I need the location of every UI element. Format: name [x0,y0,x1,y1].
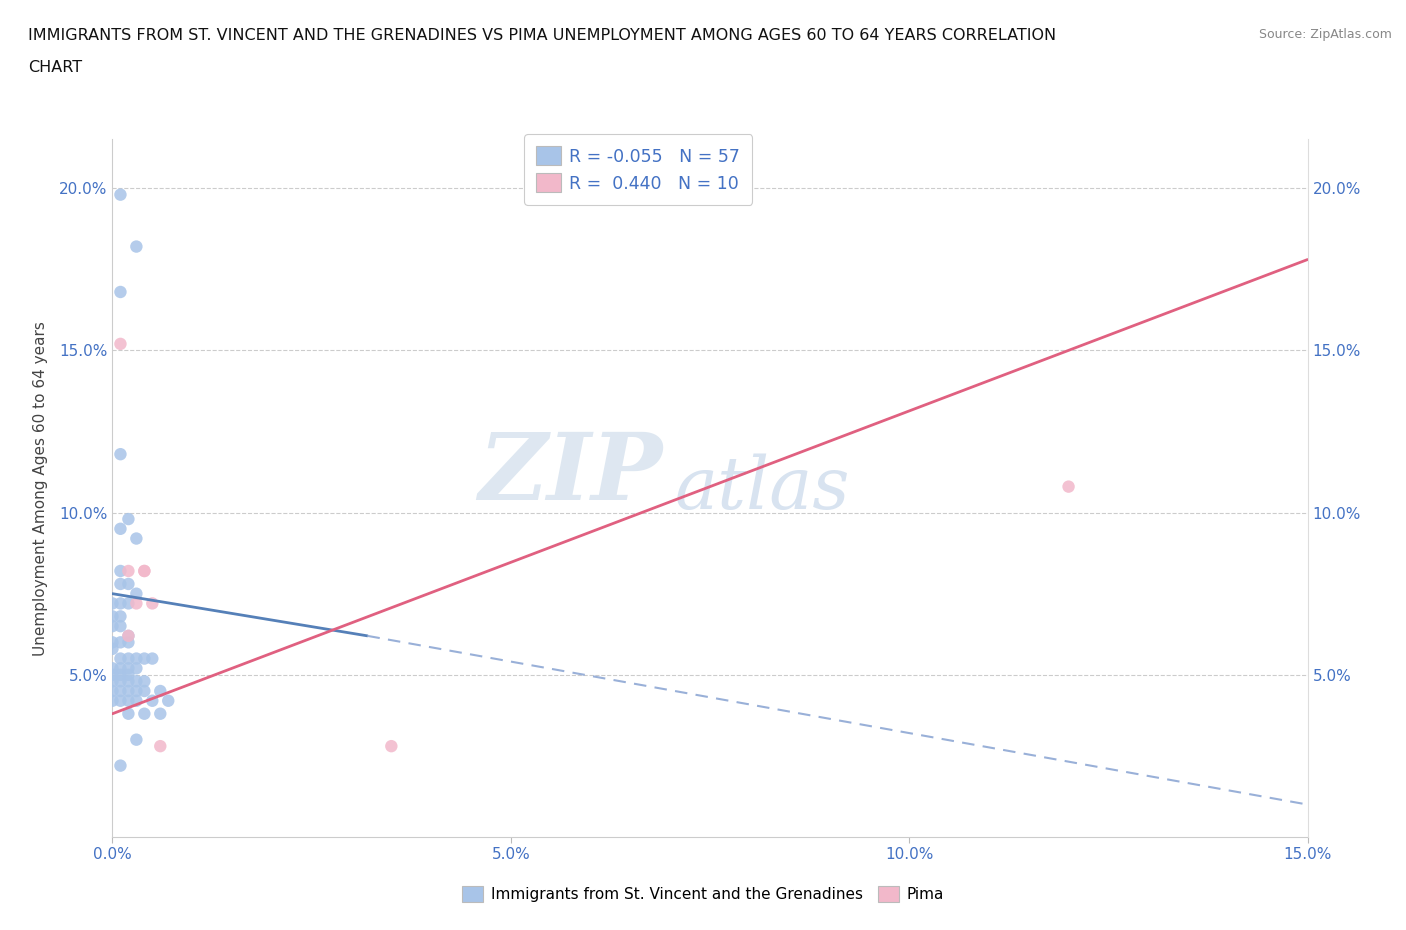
Point [110,635,132,650]
Point [117,564,139,578]
Point [125,586,148,601]
Point [101,684,124,698]
Point [380,738,402,753]
Point [101,668,124,683]
Point [101,596,124,611]
Point [125,693,148,708]
Text: IMMIGRANTS FROM ST. VINCENT AND THE GRENADINES VS PIMA UNEMPLOYMENT AMONG AGES 6: IMMIGRANTS FROM ST. VINCENT AND THE GREN… [28,28,1056,43]
Point [125,651,148,666]
Point [117,693,139,708]
Point [110,596,132,611]
Point [101,635,124,650]
Point [117,674,139,689]
Point [117,629,139,644]
Legend: R = -0.055   N = 57, R =  0.440   N = 10: R = -0.055 N = 57, R = 0.440 N = 10 [524,134,752,205]
Point [149,738,172,753]
Point [110,651,132,666]
Point [101,693,124,708]
Point [110,285,132,299]
Point [110,564,132,578]
Text: CHART: CHART [28,60,82,75]
Text: Source: ZipAtlas.com: Source: ZipAtlas.com [1258,28,1392,41]
Legend: Immigrants from St. Vincent and the Grenadines, Pima: Immigrants from St. Vincent and the Gren… [456,880,950,909]
Point [110,693,132,708]
Point [110,674,132,689]
Point [110,684,132,698]
Point [125,531,148,546]
Point [117,629,139,644]
Point [134,706,156,721]
Text: atlas: atlas [675,453,849,524]
Point [110,337,132,352]
Point [101,609,124,624]
Point [117,668,139,683]
Point [125,684,148,698]
Point [101,642,124,657]
Point [141,693,163,708]
Point [134,684,156,698]
Point [134,674,156,689]
Point [110,187,132,202]
Point [110,577,132,591]
Point [117,635,139,650]
Point [125,661,148,676]
Point [125,732,148,747]
Point [101,661,124,676]
Point [117,651,139,666]
Point [149,684,172,698]
Point [157,693,180,708]
Point [117,661,139,676]
Point [134,651,156,666]
Point [117,577,139,591]
Point [110,609,132,624]
Point [125,674,148,689]
Point [125,596,148,611]
Point [110,522,132,537]
Point [110,758,132,773]
Text: ZIP: ZIP [478,430,662,519]
Point [117,596,139,611]
Point [110,446,132,461]
Point [117,512,139,526]
Point [134,564,156,578]
Point [110,618,132,633]
Point [110,668,132,683]
Point [117,684,139,698]
Point [134,564,156,578]
Point [141,651,163,666]
Point [149,706,172,721]
Y-axis label: Unemployment Among Ages 60 to 64 years: Unemployment Among Ages 60 to 64 years [34,321,48,656]
Point [117,706,139,721]
Point [101,618,124,633]
Point [141,596,163,611]
Point [125,239,148,254]
Point [110,661,132,676]
Point [1057,479,1080,494]
Point [101,674,124,689]
